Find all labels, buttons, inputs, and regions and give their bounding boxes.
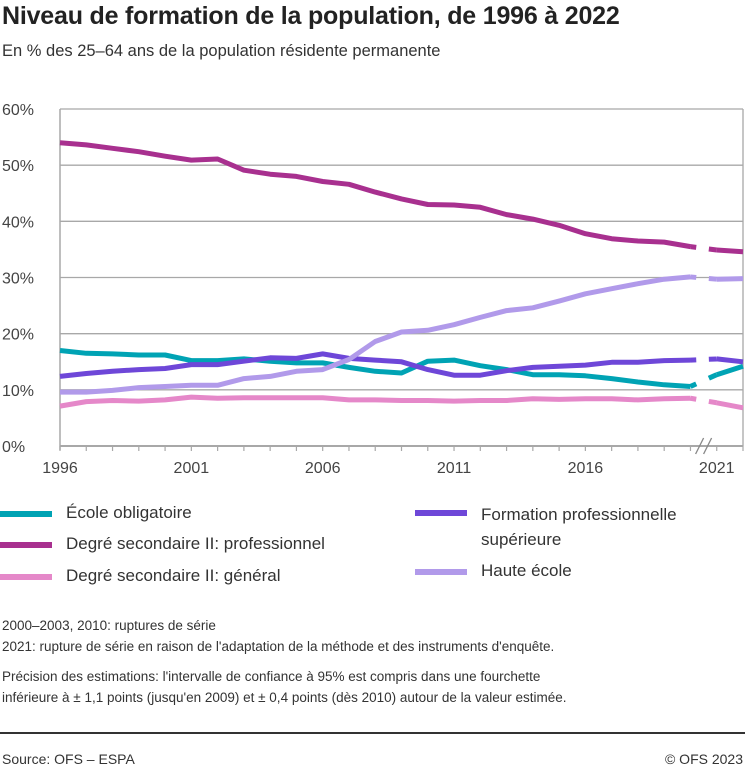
y-tick-label: 30%	[2, 271, 34, 288]
series-line	[60, 274, 691, 395]
axis-break-mark	[703, 437, 713, 455]
y-tick-label: 10%	[2, 383, 34, 400]
legend-label-secondaire-professionnel: Degré secondaire II: professionnel	[66, 534, 325, 553]
chart-title: Niveau de formation de la population, de…	[2, 2, 620, 30]
series-break-segment	[708, 398, 718, 406]
legend-label-formation-professionnelle-superieure: Formation professionnelle supérieure	[481, 505, 677, 549]
series-break-segment	[690, 395, 697, 402]
y-tick-label: 60%	[2, 102, 34, 119]
series-line	[59, 348, 691, 389]
legend-swatch-formation-professionnelle-superieure	[415, 510, 467, 516]
legend-swatch-ecole-obligatoire	[0, 511, 52, 517]
x-tick-label: 2021	[699, 460, 735, 477]
note-precision-2: inférieure à ± 1,1 points (jusqu'en 2009…	[2, 690, 567, 705]
x-tick-label: 2011	[437, 460, 472, 477]
footer-divider	[0, 732, 745, 734]
note-breaks-1: 2000–2003, 2010: ruptures de série	[2, 618, 216, 633]
copyright-text: © OFS 2023	[664, 751, 743, 767]
series-line	[716, 276, 744, 282]
series-line	[715, 363, 744, 378]
chart-subtitle: En % des 25–64 ans de la population rési…	[2, 42, 441, 60]
y-tick-label: 50%	[2, 158, 34, 175]
grid	[59, 108, 744, 450]
y-tick-label: 20%	[2, 327, 34, 344]
series-lines	[59, 140, 744, 411]
series-break-segment	[707, 372, 718, 381]
series-line	[716, 356, 744, 365]
note-breaks-2: 2021: rupture de série en raison de l'ad…	[2, 639, 555, 654]
x-tick-label: 2001	[174, 460, 210, 477]
series-line	[59, 140, 691, 250]
legend-label-haute-ecole: Haute école	[481, 561, 572, 580]
legend-swatch-secondaire-professionnel	[0, 542, 52, 548]
series-break-segment	[689, 381, 698, 389]
y-tick-label: 0%	[2, 439, 25, 456]
y-tick-label: 40%	[2, 214, 34, 231]
note-precision-1: Précision des estimations: l'intervalle …	[2, 669, 541, 684]
legend-swatch-haute-ecole	[415, 569, 467, 575]
line-chart: 0% 10% 20% 30% 40% 50% 60% 1996 2001 2006 2011 201…	[2, 102, 744, 477]
series-break-segment	[690, 244, 697, 250]
series-line	[59, 351, 691, 379]
series-break-segment	[708, 246, 718, 253]
legend-swatch-secondaire-general	[0, 574, 52, 580]
legend-label-secondaire-general: Degré secondaire II: général	[66, 566, 281, 585]
legend-label-ecole-obligatoire: École obligatoire	[66, 503, 192, 522]
y-axis: 0% 10% 20% 30% 40% 50% 60%	[2, 102, 34, 456]
series-line	[716, 400, 744, 411]
series-line	[716, 247, 744, 255]
series-line	[59, 394, 691, 409]
x-tick-label: 2006	[305, 460, 341, 477]
x-axis: 1996 2001 2006 2011 2016 2021	[42, 437, 744, 477]
source-text: Source: OFS – ESPA	[2, 751, 135, 767]
axis-break-mark	[695, 437, 705, 455]
series-break-segment	[708, 276, 717, 282]
x-tick-label: 2016	[568, 460, 604, 477]
x-tick-label: 1996	[42, 460, 78, 477]
